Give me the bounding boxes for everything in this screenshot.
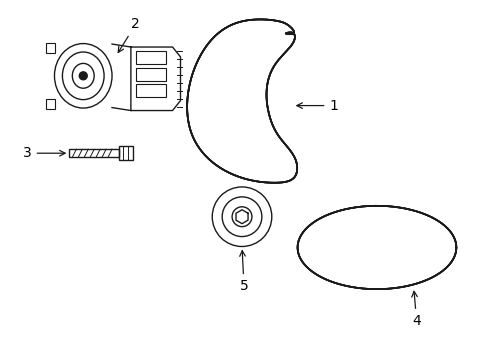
Circle shape xyxy=(79,72,87,80)
Bar xyxy=(136,51,165,64)
Text: 2: 2 xyxy=(118,17,140,53)
Text: 1: 1 xyxy=(296,99,338,113)
Text: 4: 4 xyxy=(411,291,420,328)
Bar xyxy=(45,99,55,109)
Text: 5: 5 xyxy=(239,251,248,293)
Bar xyxy=(136,84,165,96)
Text: 3: 3 xyxy=(23,146,65,160)
Bar xyxy=(119,146,133,160)
Bar xyxy=(69,149,119,157)
Bar xyxy=(136,68,165,81)
Bar xyxy=(45,43,55,53)
